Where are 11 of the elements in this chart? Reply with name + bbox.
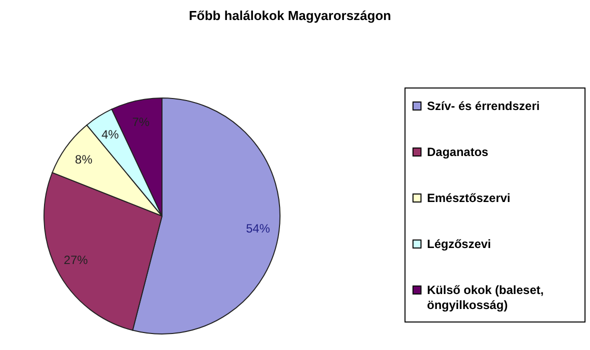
data-label: 54% <box>246 221 270 236</box>
legend-label: Emésztőszervi <box>427 191 510 205</box>
legend-label: Szív- és érrendszeri <box>427 99 540 113</box>
data-label: 7% <box>132 114 150 129</box>
legend-label: Légzőszevi <box>427 237 492 251</box>
data-label: 4% <box>101 128 120 142</box>
legend-label: Daganatos <box>427 145 489 159</box>
data-label: 8% <box>75 152 93 166</box>
data-label: 27% <box>64 253 88 268</box>
chart-title: Főbb halálokok Magyarországon <box>188 8 392 23</box>
legend-label: Külső okok (baleset, öngyilkosság) <box>427 283 544 312</box>
